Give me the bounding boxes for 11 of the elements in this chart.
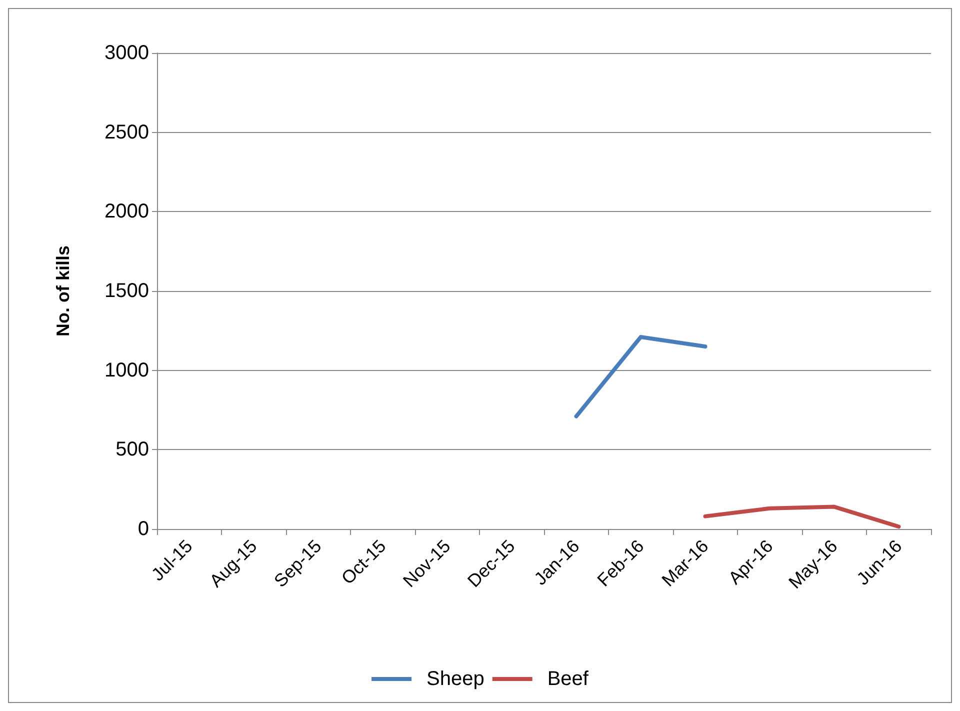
legend-label: Beef <box>547 668 589 690</box>
y-tick-label: 2500 <box>104 121 149 144</box>
line-series <box>703 504 901 529</box>
y-tick-label: 500 <box>116 438 149 461</box>
y-tick-label: 2000 <box>104 200 149 223</box>
y-tick-label: 3000 <box>104 42 149 64</box>
y-tick-label: 1000 <box>104 359 149 382</box>
legend-label: Sheep <box>426 668 484 690</box>
y-tick-label: 1500 <box>104 280 149 302</box>
y-axis-title: No. of kills <box>53 245 73 337</box>
y-tick-label: 0 <box>138 518 149 540</box>
